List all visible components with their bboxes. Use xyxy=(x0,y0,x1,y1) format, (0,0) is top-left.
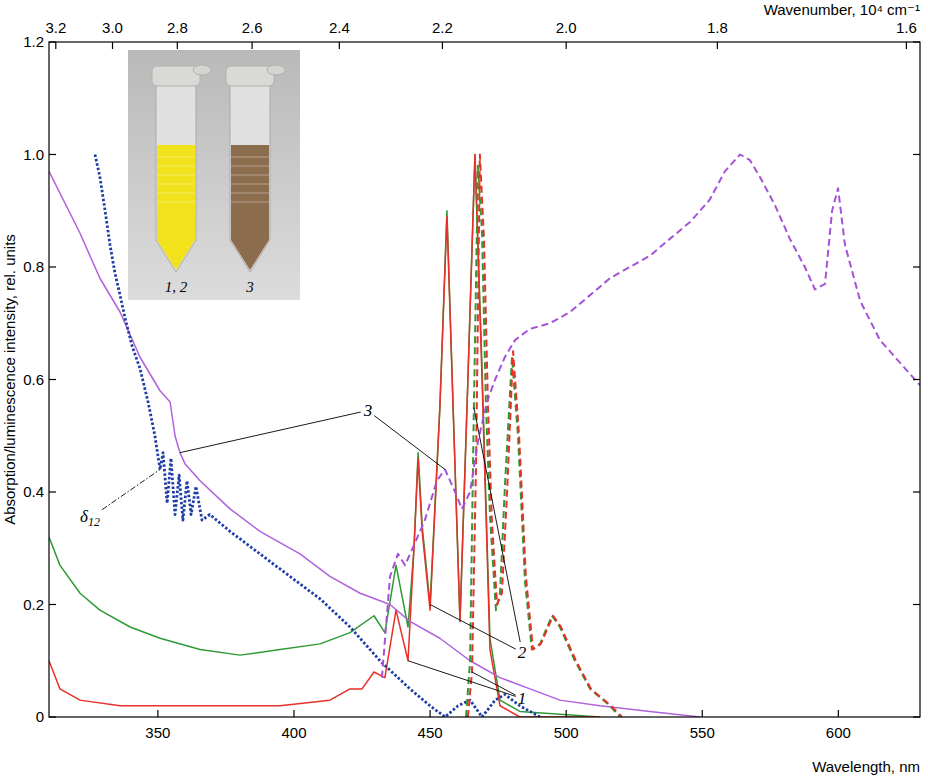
vial-rib xyxy=(157,193,195,194)
curve-label: 3 xyxy=(363,401,373,420)
x2-axis-title: Wavenumber, 10⁴ cm⁻¹ xyxy=(764,1,920,18)
x2-tick xyxy=(112,42,113,49)
x-axis-title: Wavelength, nm xyxy=(812,758,920,775)
y-tick xyxy=(49,266,56,267)
y-tick-right xyxy=(913,716,920,717)
leader-line xyxy=(474,408,520,642)
x2-tick xyxy=(55,42,56,49)
vial-liquid xyxy=(231,145,269,270)
leader-line xyxy=(374,416,445,470)
vial-rib xyxy=(157,202,195,203)
curve xyxy=(468,155,622,718)
vial-liquid xyxy=(157,145,195,270)
curve-label: 1 xyxy=(518,689,527,708)
y-tick-label: 0.2 xyxy=(23,596,44,613)
x-tick-label: 450 xyxy=(418,724,443,741)
x-tick-label: 600 xyxy=(826,724,851,741)
y-tick xyxy=(49,154,56,155)
leader-line xyxy=(408,661,516,697)
x2-tick-label: 2.2 xyxy=(432,19,453,36)
y-tick-label: 1.2 xyxy=(23,33,44,50)
x-tick xyxy=(429,710,430,717)
vial-cap-tab xyxy=(267,65,285,75)
y-tick xyxy=(49,491,56,492)
vial-rib xyxy=(231,166,269,167)
x2-tick-label: 1.6 xyxy=(896,19,917,36)
y-axis-title: Absorption/luminescence intensity, rel. … xyxy=(1,234,18,525)
y-tick-label: 0.4 xyxy=(23,483,44,500)
vial xyxy=(156,84,196,272)
vial-rib xyxy=(157,175,195,176)
x2-tick xyxy=(566,42,567,49)
x-tick xyxy=(293,710,294,717)
inset xyxy=(128,50,300,300)
x2-tick-label: 2.6 xyxy=(242,19,263,36)
vial xyxy=(230,84,270,272)
x2-tick xyxy=(177,42,178,49)
inset-photo xyxy=(128,50,300,300)
x2-tick-label: 2.0 xyxy=(556,19,577,36)
vial-rib xyxy=(231,202,269,203)
curve-label: δ12 xyxy=(80,507,100,529)
y-tick-right xyxy=(913,379,920,380)
x2-tick-label: 3.0 xyxy=(102,19,123,36)
inset-label: 3 xyxy=(245,279,254,295)
leader-line xyxy=(180,412,361,453)
vial-rib xyxy=(231,193,269,194)
y-tick-right xyxy=(913,266,920,267)
y-tick xyxy=(49,379,56,380)
x2-tick-label: 2.4 xyxy=(329,19,350,36)
x-tick xyxy=(838,710,839,717)
y-tick xyxy=(49,716,56,717)
x-tick xyxy=(566,710,567,717)
y-tick xyxy=(49,604,56,605)
x-tick-label: 550 xyxy=(690,724,715,741)
plot-frame xyxy=(49,42,920,717)
y-tick-label: 0.6 xyxy=(23,371,44,388)
x-tick xyxy=(702,710,703,717)
vial-rib xyxy=(231,175,269,176)
y-tick-right xyxy=(913,154,920,155)
leader-line xyxy=(102,470,160,510)
curve-label: 2 xyxy=(518,643,527,662)
x2-tick-label: 1.8 xyxy=(707,19,728,36)
y-tick-right xyxy=(913,604,920,605)
x2-tick xyxy=(442,42,443,49)
leader-line xyxy=(472,672,516,695)
leader-line xyxy=(430,605,516,650)
y-tick-right xyxy=(913,41,920,42)
vial-rib xyxy=(157,184,195,185)
x2-tick-label: 2.8 xyxy=(167,19,188,36)
x2-tick xyxy=(339,42,340,49)
x2-tick-label: 3.2 xyxy=(45,19,66,36)
y-tick-label: 0 xyxy=(36,708,44,725)
x-tick-label: 500 xyxy=(554,724,579,741)
y-tick-label: 1.0 xyxy=(23,146,44,163)
curve-label-sub: 12 xyxy=(88,515,100,529)
y-tick xyxy=(49,41,56,42)
y-tick-label: 0.8 xyxy=(23,258,44,275)
vial-rib xyxy=(157,157,195,158)
vial-rib xyxy=(231,157,269,158)
x-tick xyxy=(157,710,158,717)
x2-tick xyxy=(906,42,907,49)
inset-label: 1, 2 xyxy=(165,279,188,295)
vial-rib xyxy=(157,166,195,167)
x2-tick xyxy=(251,42,252,49)
y-tick-right xyxy=(913,491,920,492)
curve xyxy=(382,155,920,678)
vial-cap-tab xyxy=(193,65,211,75)
x2-tick xyxy=(717,42,718,49)
vial-rib xyxy=(231,184,269,185)
x-tick-label: 400 xyxy=(281,724,306,741)
x-tick-label: 350 xyxy=(145,724,170,741)
chart: 350 400 450 500 550 600 3.2 3.0 2.8 2.6 2.4 2.2 2.0 1… xyxy=(0,0,928,781)
